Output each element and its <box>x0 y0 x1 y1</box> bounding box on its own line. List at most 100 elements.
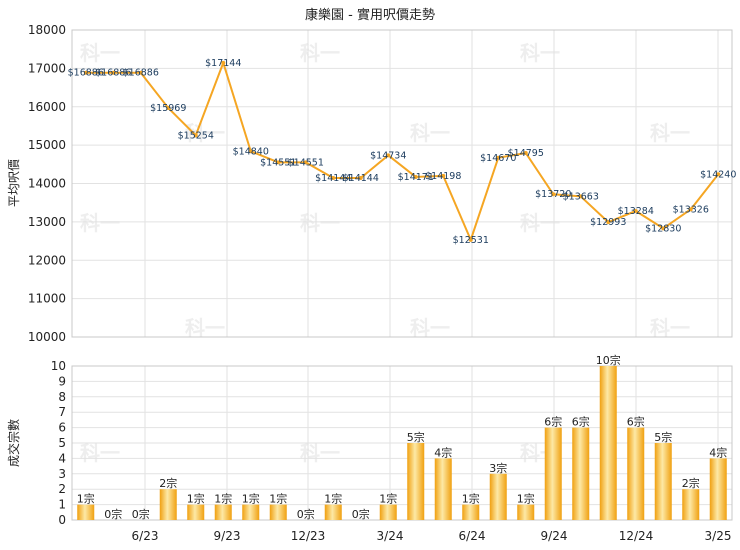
price-data-label: $17144 <box>205 58 241 69</box>
price-data-label: $14240 <box>700 169 736 180</box>
line-chart-y-tick: 12000 <box>28 253 66 267</box>
transaction-count-label: 0宗 <box>132 507 150 521</box>
line-chart-series: $16886$16886$16886$15969$15254$17144$148… <box>68 58 737 246</box>
bar-chart-y-tick: 10 <box>51 359 66 373</box>
price-point <box>413 174 418 179</box>
price-point <box>303 160 308 165</box>
bar-chart-plot-frame <box>71 365 733 521</box>
transaction-bar <box>187 504 205 520</box>
line-chart-y-tick: 13000 <box>28 215 66 229</box>
price-point <box>221 60 226 65</box>
transaction-count-label: 2宗 <box>682 476 700 490</box>
transaction-count-label: 2宗 <box>159 476 177 490</box>
bar-chart-y-axis-label: 成交宗數 <box>6 419 21 467</box>
watermark-text: 科一 <box>410 121 450 145</box>
transaction-bar <box>214 504 232 520</box>
bar-chart-y-tick: 3 <box>58 467 66 481</box>
bar-chart-y-tick: 5 <box>58 436 66 450</box>
line-chart-plot-frame <box>71 29 733 338</box>
transaction-count-label: 0宗 <box>352 507 370 521</box>
watermark-text: 科一 <box>300 41 340 65</box>
bar-chart-x-tick: 9/24 <box>541 529 568 543</box>
transaction-count-label: 5宗 <box>654 430 672 444</box>
price-data-label: $12830 <box>645 223 681 234</box>
price-point <box>606 220 611 225</box>
transaction-count-label: 1宗 <box>77 492 95 506</box>
price-data-label: $14198 <box>425 171 461 182</box>
price-point <box>578 194 583 199</box>
watermark-text: 科一 <box>650 121 690 145</box>
watermark-text: 科一 <box>185 121 225 145</box>
transaction-bar <box>654 443 672 520</box>
transaction-count-label: 5宗 <box>407 430 425 444</box>
transaction-bar <box>599 366 617 520</box>
price-data-label: $13663 <box>563 191 599 202</box>
bar-chart-y-tick: 0 <box>58 513 66 527</box>
transaction-count-label: 4宗 <box>709 445 727 459</box>
bar-chart-x-tick: 3/25 <box>705 529 732 543</box>
line-chart-y-tick: 11000 <box>28 292 66 306</box>
price-data-label: $14551 <box>260 157 296 168</box>
price-point <box>193 133 198 138</box>
bar-chart-x-tick: 3/24 <box>377 529 404 543</box>
bar-chart-series: 1宗 0宗 0宗 2宗 1宗 1宗 1宗 1宗 0宗 1宗 0宗 1宗 5宗 4宗 1宗 3宗 1宗 6宗 6宗 10… <box>77 353 728 521</box>
transaction-count-label: 0宗 <box>104 507 122 521</box>
line-chart-y-axis-label: 平均呎價 <box>7 159 21 207</box>
transaction-bar <box>627 427 645 520</box>
bar-chart-x-ticks: 6/23 9/23 12/23 3/24 6/24 9/24 12/24 3/25 <box>132 529 732 543</box>
line-chart-y-tick: 17000 <box>28 61 66 75</box>
bar-chart-y-tick: 4 <box>58 451 66 465</box>
price-point <box>551 192 556 197</box>
price-data-label: $14840 <box>233 146 269 157</box>
price-data-label: $12993 <box>590 217 626 228</box>
bar-chart-y-tick: 8 <box>58 390 66 404</box>
price-data-label: $14144 <box>315 173 351 184</box>
transaction-count-label: 10宗 <box>596 353 621 367</box>
price-data-label: $15254 <box>178 130 214 141</box>
bar-chart-x-tick: 6/24 <box>459 529 486 543</box>
price-data-label: $12531 <box>453 235 489 246</box>
watermark-text: 科一 <box>80 41 120 65</box>
price-point <box>276 160 281 165</box>
watermark-text: 科一 <box>80 211 120 235</box>
price-point <box>716 172 721 177</box>
transaction-count-label: 6宗 <box>544 415 562 429</box>
price-point <box>358 175 363 180</box>
bar-chart-y-tick: 2 <box>58 482 66 496</box>
transaction-count-label: 3宗 <box>489 461 507 475</box>
watermark-text: 科一 <box>520 211 560 235</box>
transaction-bar <box>159 489 177 520</box>
price-data-label: $16886 <box>68 68 104 79</box>
watermark-text: 科一 <box>185 316 225 340</box>
price-data-label: $14551 <box>288 157 324 168</box>
price-data-label: $13326 <box>673 204 709 215</box>
price-data-label: $15969 <box>150 103 186 114</box>
transaction-count-label: 1宗 <box>462 492 480 506</box>
transaction-bar <box>77 504 95 520</box>
transaction-count-label: 4宗 <box>434 445 452 459</box>
price-point <box>688 207 693 212</box>
transaction-count-label: 1宗 <box>269 492 287 506</box>
line-chart-y-tick: 10000 <box>28 330 66 344</box>
watermark-text: 科一 <box>410 316 450 340</box>
watermark-text: 科一 <box>520 41 560 65</box>
transaction-count-label: 1宗 <box>517 492 535 506</box>
watermark-text: 科一 <box>300 211 340 235</box>
bar-chart-x-tick: 12/23 <box>291 529 326 543</box>
price-point <box>386 153 391 158</box>
transaction-count-label: 1宗 <box>324 492 342 506</box>
price-point <box>633 208 638 213</box>
line-chart-y-ticks: 10000 11000 12000 13000 14000 15000 16000 17000… <box>28 23 66 344</box>
transaction-bar <box>462 504 480 520</box>
price-point <box>138 70 143 75</box>
price-data-label: $14734 <box>370 150 406 161</box>
price-point <box>496 155 501 160</box>
price-data-label: $14144 <box>343 173 379 184</box>
line-chart-y-tick: 14000 <box>28 177 66 191</box>
bar-chart-x-tick: 9/23 <box>214 529 241 543</box>
bar-chart-y-tick: 6 <box>58 421 66 435</box>
transaction-bar <box>489 473 507 520</box>
price-point <box>468 237 473 242</box>
price-data-label: $13284 <box>618 206 654 217</box>
